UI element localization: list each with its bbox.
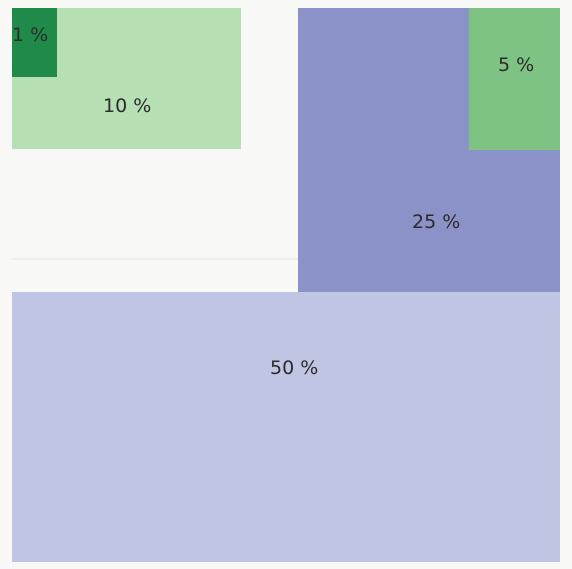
block-5-percent [469, 8, 560, 150]
divider-line [12, 258, 298, 260]
label-5-percent: 5 % [498, 54, 535, 76]
label-1-percent: 1 % [12, 24, 49, 46]
label-25-percent: 25 % [412, 211, 461, 233]
block-1-percent [12, 8, 57, 77]
label-50-percent: 50 % [270, 357, 319, 379]
label-10-percent: 10 % [103, 95, 152, 117]
block-50-percent [12, 292, 560, 562]
